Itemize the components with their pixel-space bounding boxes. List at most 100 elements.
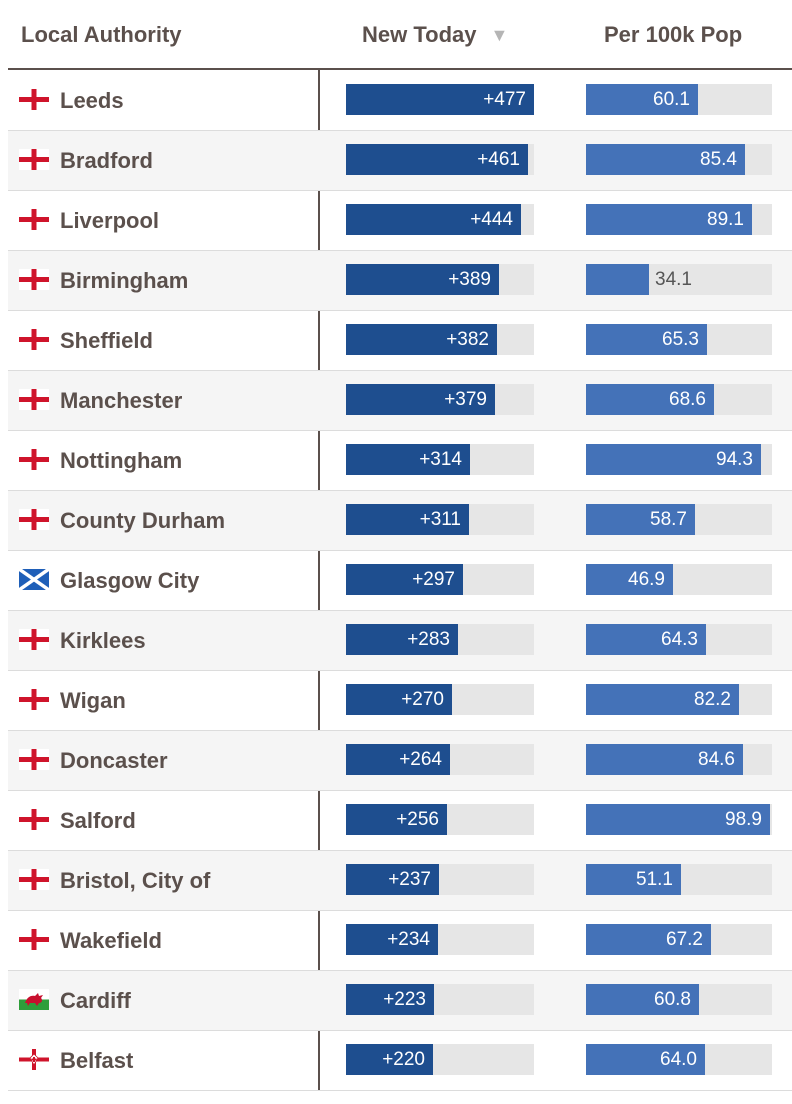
new-today-bar-label: +311 [419, 509, 461, 530]
new-today-bar [346, 924, 438, 955]
header-local-authority-label: Local Authority [21, 22, 182, 47]
new-today-bar-track: +379 [346, 384, 534, 415]
table-row[interactable]: Doncaster +264 84.6 [8, 731, 792, 791]
local-authority-name: Doncaster [60, 748, 168, 773]
new-today-bar-label: +220 [382, 1049, 425, 1070]
table-body: Leeds +477 60.1 Bradford +461 85.4 Liverpool +4… [8, 71, 792, 1091]
per-100k-bar-label: 58.7 [650, 509, 687, 530]
new-today-bar [346, 744, 450, 775]
new-today-bar-label: +237 [388, 869, 431, 890]
table-row[interactable]: Nottingham +314 94.3 [8, 431, 792, 491]
per-100k-bar-label: 34.1 [655, 269, 692, 290]
new-today-bar-track: +382 [346, 324, 534, 355]
england-flag-icon [19, 149, 49, 170]
per-100k-bar [586, 504, 695, 535]
new-today-bar-track: +444 [346, 204, 534, 235]
table-row[interactable]: Kirklees +283 64.3 [8, 611, 792, 671]
table-row[interactable]: Manchester +379 68.6 [8, 371, 792, 431]
per-100k-bar-label: 51.1 [636, 869, 673, 890]
new-today-bar-track: +223 [346, 984, 534, 1015]
new-today-bar [346, 804, 447, 835]
per-100k-bar [586, 444, 761, 475]
new-today-bar-track: +297 [346, 564, 534, 595]
per-100k-bar-label: 84.6 [698, 749, 735, 770]
new-today-bar-label: +444 [470, 209, 513, 230]
new-today-bar [346, 84, 534, 115]
per-100k-bar-track: 89.1 [586, 204, 772, 235]
new-today-bar-track: +477 [346, 84, 534, 115]
new-today-bar-track: +270 [346, 684, 534, 715]
new-today-bar-track: +256 [346, 804, 534, 835]
per-100k-bar-label: 64.3 [661, 629, 698, 650]
per-100k-bar-label: 60.1 [653, 89, 690, 110]
per-100k-bar-label: 60.8 [654, 989, 691, 1010]
per-100k-bar-track: 51.1 [586, 864, 772, 895]
england-flag-icon [19, 749, 49, 770]
england-flag-icon [19, 449, 49, 470]
local-authority-name: Sheffield [60, 328, 153, 353]
per-100k-bar-label: 85.4 [700, 149, 737, 170]
new-today-bar-label: +234 [387, 929, 430, 950]
england-flag-icon [19, 929, 49, 950]
per-100k-bar-track: 60.8 [586, 984, 772, 1015]
header-new-today-label: New Today [362, 22, 477, 47]
per-100k-bar-track: 34.1 [586, 264, 772, 295]
table-row[interactable]: Glasgow City +297 46.9 [8, 551, 792, 611]
new-today-bar-track: +234 [346, 924, 534, 955]
table-row[interactable]: Liverpool +444 89.1 [8, 191, 792, 251]
new-today-bar-label: +389 [448, 269, 491, 290]
per-100k-bar [586, 384, 714, 415]
table-row[interactable]: Bristol, City of +237 51.1 [8, 851, 792, 911]
local-authority-name: Liverpool [60, 208, 160, 233]
new-today-bar [346, 864, 439, 895]
table-row[interactable]: Belfast +220 64.0 [8, 1031, 792, 1091]
per-100k-bar-label: 64.0 [660, 1049, 697, 1070]
per-100k-bar-label: 67.2 [666, 929, 703, 950]
header-local-authority[interactable]: Local Authority [21, 22, 182, 48]
per-100k-bar [586, 804, 770, 835]
new-today-bar-label: +297 [412, 569, 455, 590]
local-authority-name: Wigan [60, 688, 126, 713]
local-authority-name: Bradford [60, 148, 153, 173]
england-flag-icon [19, 89, 49, 110]
table-row[interactable]: Birmingham +389 34.1 [8, 251, 792, 311]
table-row[interactable]: Sheffield +382 65.3 [8, 311, 792, 371]
local-authority-name: Belfast [60, 1048, 134, 1073]
new-today-bar [346, 324, 497, 355]
local-authority-name: Glasgow City [60, 568, 200, 593]
england-flag-icon [19, 209, 49, 230]
per-100k-bar-track: 65.3 [586, 324, 772, 355]
table-row[interactable]: County Durham +311 58.7 [8, 491, 792, 551]
per-100k-bar-track: 84.6 [586, 744, 772, 775]
per-100k-bar-track: 68.6 [586, 384, 772, 415]
scotland-flag-icon [19, 569, 49, 590]
table-row[interactable]: Cardiff +223 60.8 [8, 971, 792, 1031]
per-100k-bar-label: 65.3 [662, 329, 699, 350]
local-authority-name: Salford [60, 808, 136, 833]
new-today-bar-label: +283 [407, 629, 450, 650]
new-today-bar-label: +264 [399, 749, 442, 770]
table-row[interactable]: Wigan +270 82.2 [8, 671, 792, 731]
new-today-bar-track: +311 [346, 504, 534, 535]
table-row[interactable]: Leeds +477 60.1 [8, 71, 792, 131]
per-100k-bar-track: 67.2 [586, 924, 772, 955]
per-100k-bar [586, 324, 707, 355]
northern-ireland-flag-icon [19, 1049, 49, 1070]
england-flag-icon [19, 509, 49, 530]
per-100k-bar [586, 204, 752, 235]
new-today-bar [346, 384, 495, 415]
header-per-100k[interactable]: Per 100k Pop [604, 22, 742, 48]
new-today-bar-track: +461 [346, 144, 534, 175]
new-today-bar-track: +220 [346, 1044, 534, 1075]
new-today-bar-label: +461 [477, 149, 520, 170]
sort-descending-icon: ▼ [490, 25, 509, 45]
header-new-today[interactable]: New Today ▼ [362, 22, 508, 48]
local-authority-name: Wakefield [60, 928, 162, 953]
table-row[interactable]: Salford +256 98.9 [8, 791, 792, 851]
wales-flag-icon [19, 989, 49, 1010]
per-100k-bar-track: 58.7 [586, 504, 772, 535]
per-100k-bar [586, 1044, 705, 1075]
table-row[interactable]: Wakefield +234 67.2 [8, 911, 792, 971]
new-today-bar [346, 984, 434, 1015]
table-row[interactable]: Bradford +461 85.4 [8, 131, 792, 191]
